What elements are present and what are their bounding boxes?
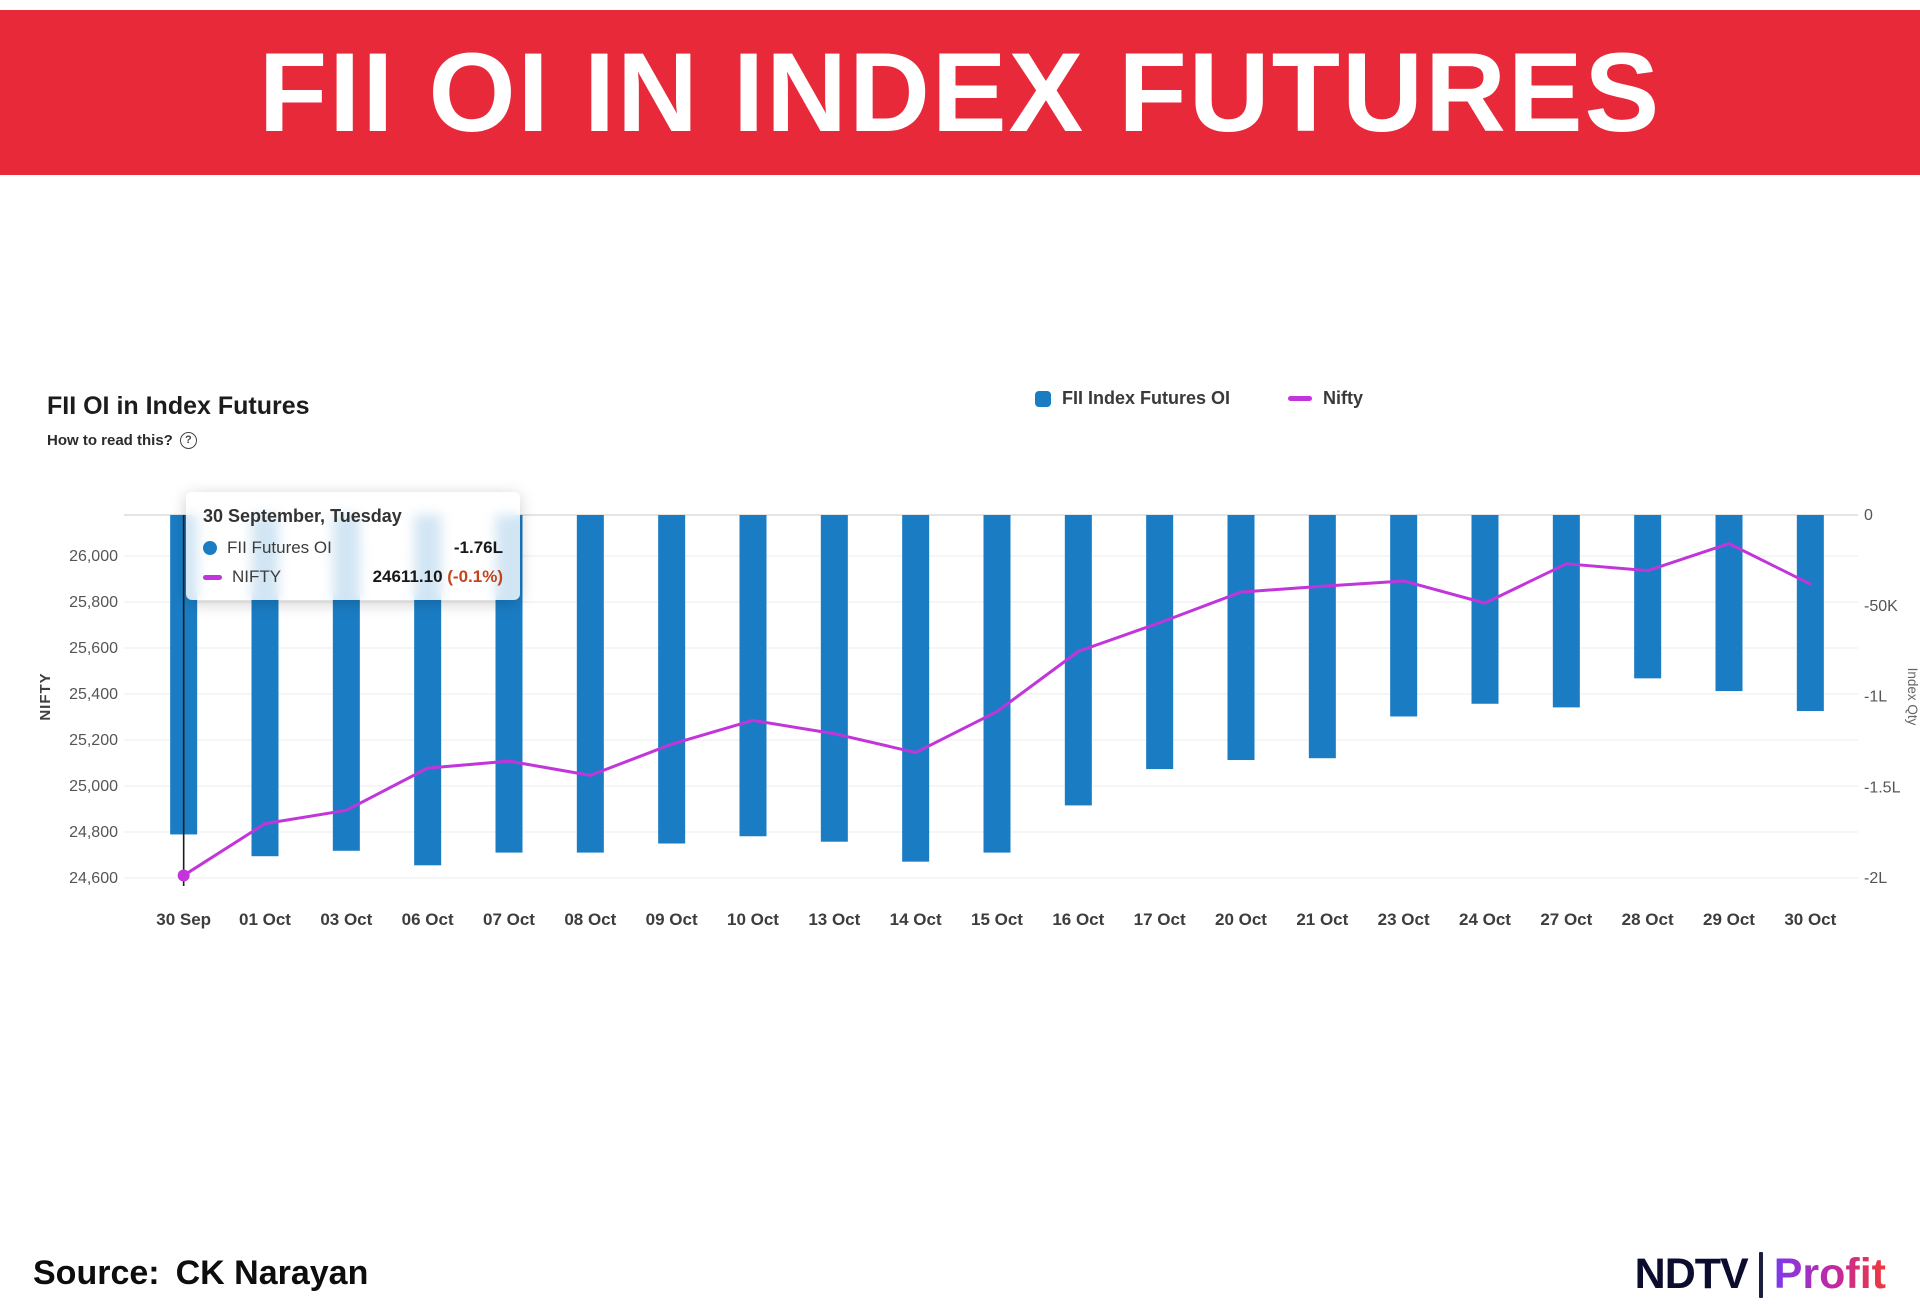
tooltip-oi-label: FII Futures OI xyxy=(227,538,332,557)
profit-wordmark: Profit xyxy=(1773,1250,1886,1298)
oi-bar xyxy=(1552,515,1580,708)
left-axis-title: NIFTY xyxy=(37,672,54,720)
svg-text:26,000: 26,000 xyxy=(69,548,118,565)
x-axis-labels: 30 Sep 01 Oct 03 Oct 06 Oct 07 Oct 08 Oct 09 O… xyxy=(156,910,1836,929)
svg-text:25,000: 25,000 xyxy=(69,778,118,795)
ndtv-profit-logo: NDTV Profit xyxy=(1635,1250,1886,1299)
oi-bar xyxy=(739,515,767,837)
svg-text:23 Oct: 23 Oct xyxy=(1378,910,1430,929)
oi-bar xyxy=(1715,515,1743,692)
svg-text:20 Oct: 20 Oct xyxy=(1215,910,1267,929)
source-label: Source: xyxy=(33,1254,160,1292)
svg-text:21 Oct: 21 Oct xyxy=(1296,910,1348,929)
svg-text:17 Oct: 17 Oct xyxy=(1134,910,1186,929)
tooltip-date: 30 September, Tuesday xyxy=(203,506,402,526)
left-axis-ticks: 26,000 25,800 25,600 25,400 25,200 25,000 24,8… xyxy=(69,548,118,887)
tooltip-oi-value: -1.76L xyxy=(453,538,503,557)
legend-label-nifty: Nifty xyxy=(1323,388,1364,408)
source-credit: Source: CK Narayan xyxy=(33,1254,368,1293)
oi-bar xyxy=(820,515,848,842)
svg-text:30 Oct: 30 Oct xyxy=(1784,910,1836,929)
tooltip-nifty-value: 24611.10 (-0.1%) xyxy=(372,567,503,586)
tooltip-nifty-change: (-0.1%) xyxy=(447,567,503,586)
svg-text:01 Oct: 01 Oct xyxy=(239,910,291,929)
svg-text:09 Oct: 09 Oct xyxy=(646,910,698,929)
tooltip-row-nifty: NIFTY 24611.10 (-0.1%) xyxy=(203,567,503,587)
svg-text:08 Oct: 08 Oct xyxy=(564,910,616,929)
nifty-series-dash-icon xyxy=(203,574,222,580)
right-axis-ticks: 0 -50K -1L -1.5L -2L xyxy=(1864,507,1901,887)
svg-text:-50K: -50K xyxy=(1864,598,1898,615)
banner: FII OI IN INDEX FUTURES xyxy=(0,10,1920,175)
oi-bar xyxy=(1146,515,1174,770)
legend-label-fii-oi: FII Index Futures OI xyxy=(1062,388,1231,408)
svg-text:14 Oct: 14 Oct xyxy=(890,910,942,929)
svg-text:25,600: 25,600 xyxy=(69,640,118,657)
how-to-read-link[interactable]: How to read this? ? xyxy=(47,432,197,449)
help-question-icon: ? xyxy=(179,432,197,449)
how-to-read-label: How to read this? xyxy=(47,432,173,449)
oi-bar xyxy=(983,515,1011,853)
svg-text:28 Oct: 28 Oct xyxy=(1622,910,1674,929)
svg-text:10 Oct: 10 Oct xyxy=(727,910,779,929)
svg-text:30 Sep: 30 Sep xyxy=(156,910,211,929)
nifty-point-highlight xyxy=(177,869,190,882)
svg-text:25,200: 25,200 xyxy=(69,732,118,749)
ndtv-wordmark: NDTV xyxy=(1634,1250,1749,1298)
oi-bar xyxy=(658,515,686,844)
oi-bar xyxy=(902,515,930,862)
oi-bar xyxy=(576,515,604,853)
tooltip-row-oi: FII Futures OI -1.76L xyxy=(203,538,503,558)
svg-text:27 Oct: 27 Oct xyxy=(1540,910,1592,929)
line-series-swatch-icon xyxy=(1288,396,1313,401)
chart-legend: FII Index Futures OI Nifty xyxy=(1035,388,1363,409)
tooltip-nifty-label: NIFTY xyxy=(232,567,282,586)
svg-text:24,800: 24,800 xyxy=(69,824,118,841)
oi-bar xyxy=(1634,515,1662,679)
svg-text:-2L: -2L xyxy=(1864,870,1887,887)
svg-text:24,600: 24,600 xyxy=(69,870,118,887)
legend-item-fii-oi[interactable]: FII Index Futures OI xyxy=(1035,388,1230,409)
svg-text:29 Oct: 29 Oct xyxy=(1703,910,1755,929)
chart-title: FII OI in Index Futures xyxy=(47,392,310,420)
source-value: CK Narayan xyxy=(175,1254,369,1292)
svg-text:13 Oct: 13 Oct xyxy=(808,910,860,929)
page-title: FII OI IN INDEX FUTURES xyxy=(258,30,1662,155)
svg-text:15 Oct: 15 Oct xyxy=(971,910,1023,929)
oi-bar xyxy=(1471,515,1499,704)
svg-text:25,400: 25,400 xyxy=(69,686,118,703)
oi-bar xyxy=(1227,515,1255,761)
chart-canvas[interactable]: 26,000 25,800 25,600 25,400 25,200 25,000 24,8… xyxy=(0,366,1920,966)
chart-tooltip: 30 September, Tuesday FII Futures OI -1.… xyxy=(186,492,520,600)
svg-text:06 Oct: 06 Oct xyxy=(402,910,454,929)
svg-text:16 Oct: 16 Oct xyxy=(1052,910,1104,929)
oi-bar xyxy=(1064,515,1092,806)
oi-bar xyxy=(1390,515,1418,717)
logo-divider xyxy=(1758,1251,1763,1298)
svg-text:03 Oct: 03 Oct xyxy=(320,910,372,929)
bar-series-swatch-icon xyxy=(1035,390,1051,407)
svg-text:-1.5L: -1.5L xyxy=(1864,779,1901,796)
nifty-line xyxy=(182,542,1812,877)
svg-text:0: 0 xyxy=(1864,507,1873,524)
oi-series-dot-icon xyxy=(203,541,217,555)
oi-bar xyxy=(1796,515,1824,712)
svg-text:-1L: -1L xyxy=(1864,689,1887,706)
oi-bar xyxy=(1308,515,1336,759)
svg-text:25,800: 25,800 xyxy=(69,594,118,611)
legend-item-nifty[interactable]: Nifty xyxy=(1288,388,1363,409)
right-axis-title: Index Qty xyxy=(1905,668,1920,726)
svg-text:07 Oct: 07 Oct xyxy=(483,910,535,929)
svg-text:24 Oct: 24 Oct xyxy=(1459,910,1511,929)
